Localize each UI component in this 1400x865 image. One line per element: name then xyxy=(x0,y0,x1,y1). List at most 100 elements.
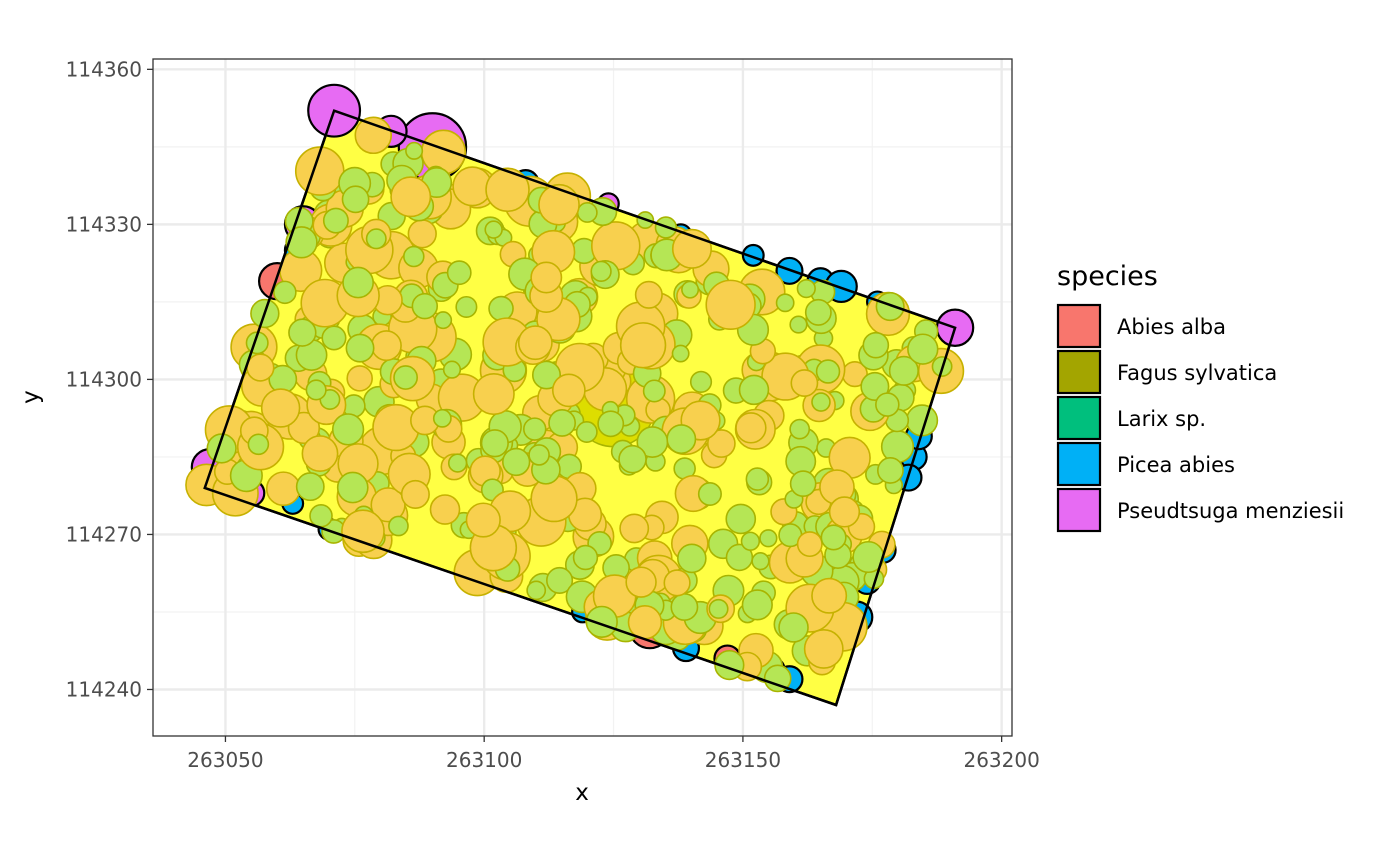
crown-point xyxy=(907,333,939,365)
crown-point xyxy=(763,664,792,693)
crown-point xyxy=(811,577,848,614)
crown-point xyxy=(411,292,439,320)
legend-label: Abies alba xyxy=(1117,315,1226,339)
crown-point xyxy=(206,433,237,464)
legend-title: species xyxy=(1057,261,1158,292)
crown-point xyxy=(725,503,757,535)
crown-point xyxy=(796,278,816,299)
y-axis-title: y xyxy=(18,390,44,404)
crown-point xyxy=(370,487,406,523)
crown-point xyxy=(390,176,432,218)
crown-point xyxy=(666,424,697,455)
crown-point xyxy=(789,418,811,440)
crown-point xyxy=(597,410,625,438)
crown-point xyxy=(346,365,373,392)
crown-point xyxy=(681,280,700,299)
crown-point xyxy=(331,413,365,446)
crown-point xyxy=(321,325,347,351)
crown-point xyxy=(619,322,667,369)
legend-label: Larix sp. xyxy=(1117,407,1206,431)
crown-point xyxy=(287,411,321,445)
crown-point xyxy=(735,412,767,444)
y-tick-label: 114300 xyxy=(66,367,142,391)
crown-point xyxy=(341,185,370,214)
crown-point xyxy=(488,295,514,322)
y-tick-label: 114330 xyxy=(66,212,142,236)
crown-point xyxy=(745,467,770,491)
crown-point xyxy=(790,369,819,397)
crown-point xyxy=(354,116,393,155)
crown-point xyxy=(670,593,699,621)
crown-point xyxy=(295,472,325,502)
crown-point xyxy=(246,353,275,382)
crown-point xyxy=(738,374,770,406)
inner-crowns xyxy=(185,116,965,693)
crown-point xyxy=(880,429,915,464)
crown-point xyxy=(875,291,905,322)
crown-point xyxy=(336,471,369,504)
crown-point xyxy=(546,566,574,594)
crown-point xyxy=(480,429,509,458)
crown-point xyxy=(789,470,817,498)
crown-point xyxy=(585,605,618,638)
crown-point xyxy=(465,502,501,538)
crown-point xyxy=(803,629,844,669)
crown-point xyxy=(400,479,430,509)
crown-point xyxy=(523,417,547,441)
crown-point xyxy=(663,569,691,597)
legend-key xyxy=(1056,487,1102,533)
crown-point xyxy=(538,183,580,226)
crown-point xyxy=(407,219,437,249)
crown-point xyxy=(862,331,890,359)
crown-point xyxy=(815,359,841,384)
crown-point xyxy=(877,457,904,484)
crown-point xyxy=(285,226,318,259)
legend-label: Pseudtsuga menziesii xyxy=(1117,499,1344,523)
legend-key xyxy=(1056,303,1102,349)
crown-point xyxy=(273,280,297,305)
crown-point xyxy=(322,207,349,234)
crown-point xyxy=(455,295,478,319)
crown-point xyxy=(393,365,418,390)
x-tick-label: 263150 xyxy=(705,748,781,772)
plot-boundary-outline xyxy=(203,109,957,707)
x-axis-title: x xyxy=(575,780,589,806)
crown-point xyxy=(789,315,808,334)
crown-point xyxy=(625,566,657,598)
y-tick-label: 114270 xyxy=(66,522,142,546)
crown-point xyxy=(551,373,586,408)
crown-point xyxy=(705,279,756,330)
crown-point xyxy=(741,589,773,621)
crown-point xyxy=(530,474,578,523)
crown-point xyxy=(485,167,530,213)
y-axis: 114240 114270 114300 114330 114360 xyxy=(66,57,153,701)
crown-point xyxy=(265,471,301,507)
crown-point xyxy=(432,408,452,428)
crown-point xyxy=(528,444,550,466)
crown-point xyxy=(405,141,424,160)
crown-point xyxy=(804,298,832,326)
crown-point xyxy=(365,228,387,250)
tree-point xyxy=(741,243,765,267)
crown-point xyxy=(345,333,375,363)
x-axis: 263050 263100 263150 263200 xyxy=(187,736,1040,772)
crown-point xyxy=(759,529,778,548)
crown-point xyxy=(403,245,425,268)
crown-point xyxy=(796,531,823,558)
crown-point xyxy=(309,504,333,528)
crown-point xyxy=(627,605,663,640)
crown-point xyxy=(875,392,900,417)
crown-point xyxy=(434,311,453,330)
crown-point xyxy=(751,552,770,571)
crown-point xyxy=(531,360,562,390)
crown-point xyxy=(576,202,598,223)
crown-point xyxy=(247,433,270,456)
crown-point xyxy=(642,379,666,403)
crown-point xyxy=(575,421,598,443)
x-tick-label: 263050 xyxy=(187,748,263,772)
crown-point xyxy=(301,435,339,472)
crown-point xyxy=(888,355,919,386)
crown-point xyxy=(502,447,531,477)
crown-point xyxy=(429,494,461,525)
